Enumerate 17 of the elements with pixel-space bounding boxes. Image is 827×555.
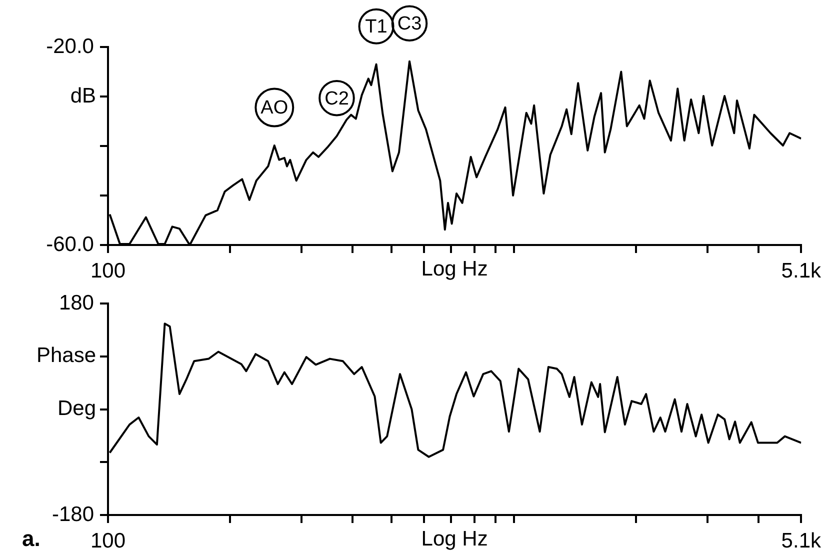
annotation: T1 [365, 16, 388, 38]
x-axis-title: Log Hz [421, 527, 488, 550]
x-tick-label: 5.1k [781, 529, 822, 552]
x-tick-label: 100 [90, 259, 126, 282]
y-tick-label: 180 [58, 291, 94, 314]
x-tick-label: 5.1k [781, 259, 822, 282]
y-tick-label: -20.0 [46, 34, 94, 58]
x-axis-title: Log Hz [421, 257, 488, 280]
text: a. [22, 526, 40, 552]
annotation: C3 [397, 14, 422, 35]
annotation: AO [260, 98, 288, 119]
y-tick-label: -180 [52, 502, 94, 526]
y-tick-label: -60.0 [46, 232, 94, 256]
text: Phase Deg [36, 344, 96, 420]
x-tick-label: 100 [90, 529, 126, 552]
annotation: C2 [324, 88, 349, 110]
y-axis-title: dB [70, 84, 96, 108]
